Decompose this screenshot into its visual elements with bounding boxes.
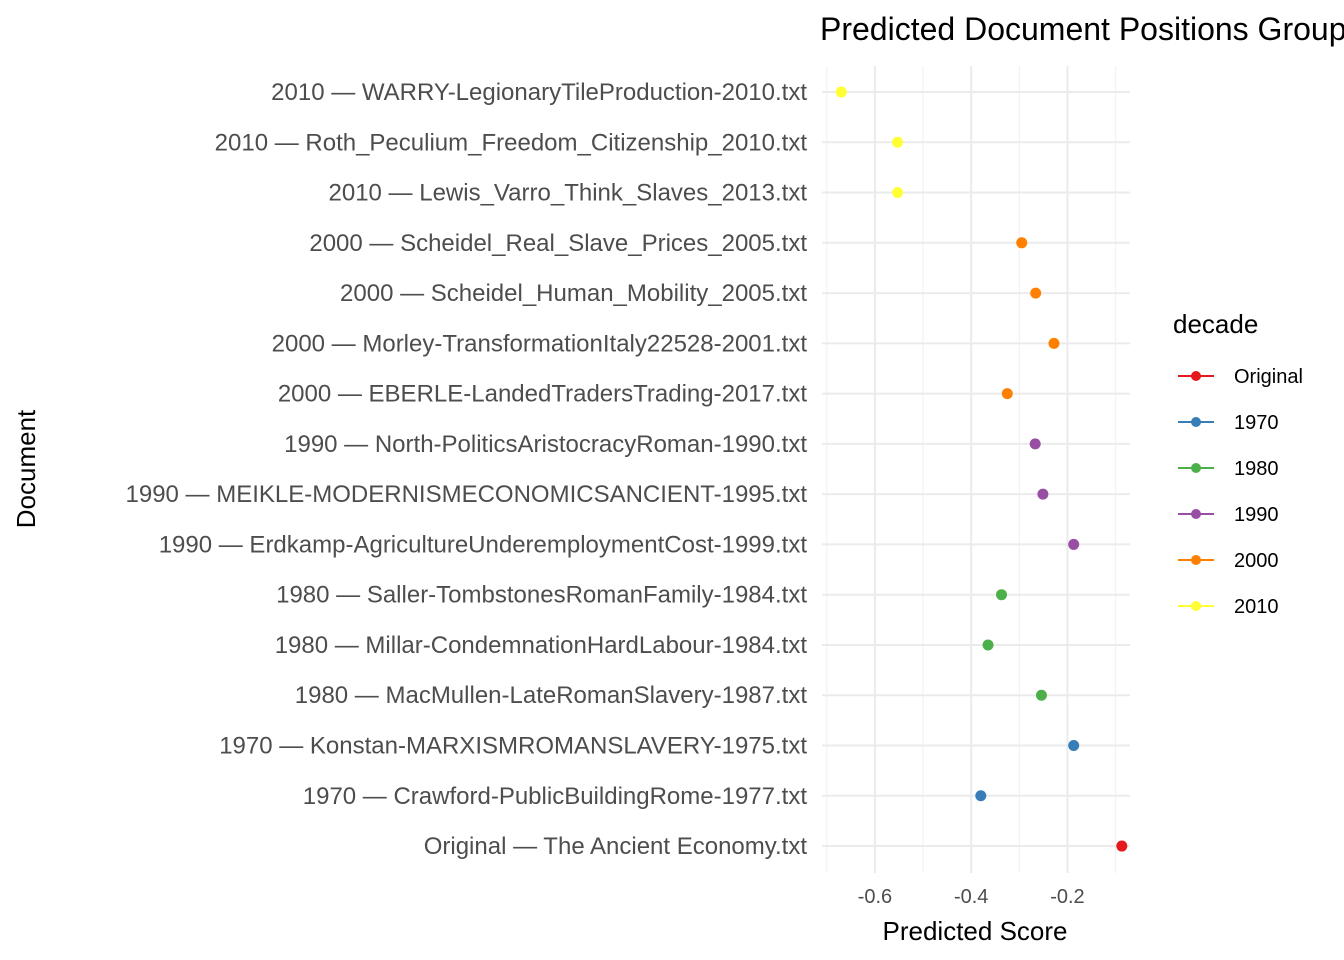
data-point [975,790,987,802]
data-point [1035,689,1047,701]
legend-label: Original [1234,366,1303,388]
data-point [1001,388,1013,400]
chart-title: Predicted Document Positions Grouped by … [820,11,1344,47]
y-axis-tick-labels: 2010 — WARRY-LegionaryTileProduction-201… [126,79,808,860]
legend-label: 1990 [1234,504,1279,526]
y-tick-label: 1980 — MacMullen-LateRomanSlavery-1987.t… [295,682,808,709]
x-axis-tick-labels: -0.6 -0.4 -0.2 [858,886,1085,908]
legend-key-point [1191,417,1201,427]
y-tick-label: 2010 — Roth_Peculium_Freedom_Citizenship… [215,129,808,156]
y-tick-label: 1990 — Erdkamp-AgricultureUnderemploymen… [159,531,808,558]
y-tick-label: 1980 — Saller-TombstonesRomanFamily-1984… [276,582,807,609]
minor-gridlines [826,66,1117,873]
data-point [1029,438,1041,450]
x-tick-label: -0.4 [954,886,988,908]
data-point [1068,538,1080,550]
y-tick-label: 1990 — MEIKLE-MODERNISMECONOMICSANCIENT-… [126,481,808,508]
data-point [892,136,904,148]
data-point [892,187,904,199]
y-axis-title: Document [11,409,41,528]
data-points [835,86,1128,852]
y-tick-label: 1980 — Millar-CondemnationHardLabour-198… [275,632,808,659]
legend-key-point [1191,555,1201,565]
data-point [835,86,847,98]
x-tick-label: -0.2 [1050,886,1084,908]
legend-label: 1980 [1234,458,1279,480]
y-tick-label: 2000 — Morley-TransformationItaly22528-2… [272,330,808,357]
data-point [1030,287,1042,299]
y-tick-label: 2010 — WARRY-LegionaryTileProduction-201… [271,79,807,106]
y-tick-label: 1970 — Konstan-MARXISMROMANSLAVERY-1975.… [219,733,807,760]
major-gridlines [822,66,1130,873]
legend-label: 2010 [1234,596,1279,618]
y-tick-label: Original — The Ancient Economy.txt [424,833,808,860]
y-tick-label: 2000 — EBERLE-LandedTradersTrading-2017.… [278,381,808,408]
x-axis-title: Predicted Score [883,916,1068,946]
data-point [1037,488,1049,500]
y-tick-label: 1990 — North-PoliticsAristocracyRoman-19… [284,431,807,458]
data-point [982,639,994,651]
y-tick-label: 2000 — Scheidel_Real_Slave_Prices_2005.t… [309,230,807,257]
legend-key-point [1191,371,1201,381]
x-tick-label: -0.6 [858,886,892,908]
legend-key-point [1191,463,1201,473]
legend-key-point [1191,509,1201,519]
legend: decade Original 1970 1980 1990 2000 2010 [1173,309,1303,618]
y-tick-label: 2010 — Lewis_Varro_Think_Slaves_2013.txt [329,180,808,207]
data-point [1016,237,1028,249]
y-tick-label: 1970 — Crawford-PublicBuildingRome-1977.… [303,783,808,810]
legend-key-point [1191,601,1201,611]
legend-title: decade [1173,309,1258,339]
y-tick-label: 2000 — Scheidel_Human_Mobility_2005.txt [340,280,807,307]
data-point [1068,740,1080,752]
data-point [1116,840,1128,852]
legend-label: 2000 [1234,550,1279,572]
data-point [1048,337,1060,349]
legend-label: 1970 [1234,412,1279,434]
data-point [996,589,1008,601]
